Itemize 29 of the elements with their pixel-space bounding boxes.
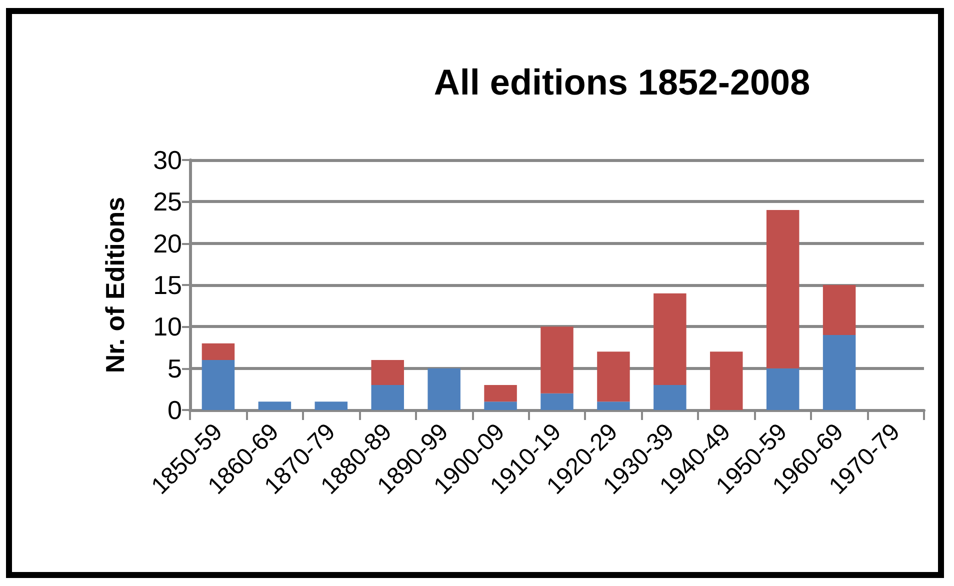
y-tick-label: 20 xyxy=(153,228,182,258)
bar xyxy=(202,360,235,410)
bar xyxy=(654,293,686,385)
y-tick-label: 30 xyxy=(153,145,182,175)
bar xyxy=(710,352,743,410)
bar xyxy=(822,285,856,335)
bar xyxy=(428,368,460,410)
bar xyxy=(766,368,800,410)
bar xyxy=(597,352,630,402)
bar xyxy=(484,402,517,410)
y-tick-label: 10 xyxy=(153,312,182,342)
bar xyxy=(371,360,404,385)
bar xyxy=(654,385,686,410)
bar xyxy=(314,402,348,410)
bar xyxy=(371,385,404,410)
bar xyxy=(540,326,574,394)
y-axis-title: Nr. of Editions xyxy=(100,196,130,374)
y-tick-label: 5 xyxy=(168,353,182,384)
bar xyxy=(484,385,517,402)
bar xyxy=(202,343,235,360)
bar xyxy=(766,210,800,368)
bar xyxy=(540,393,574,410)
y-tick-label: 25 xyxy=(153,186,182,217)
bar xyxy=(822,335,856,410)
bar xyxy=(258,402,292,410)
bar xyxy=(597,402,630,410)
y-tick-label: 15 xyxy=(153,270,182,300)
y-tick-label: 0 xyxy=(168,395,182,425)
chart-title: All editions 1852-2008 xyxy=(434,62,810,102)
